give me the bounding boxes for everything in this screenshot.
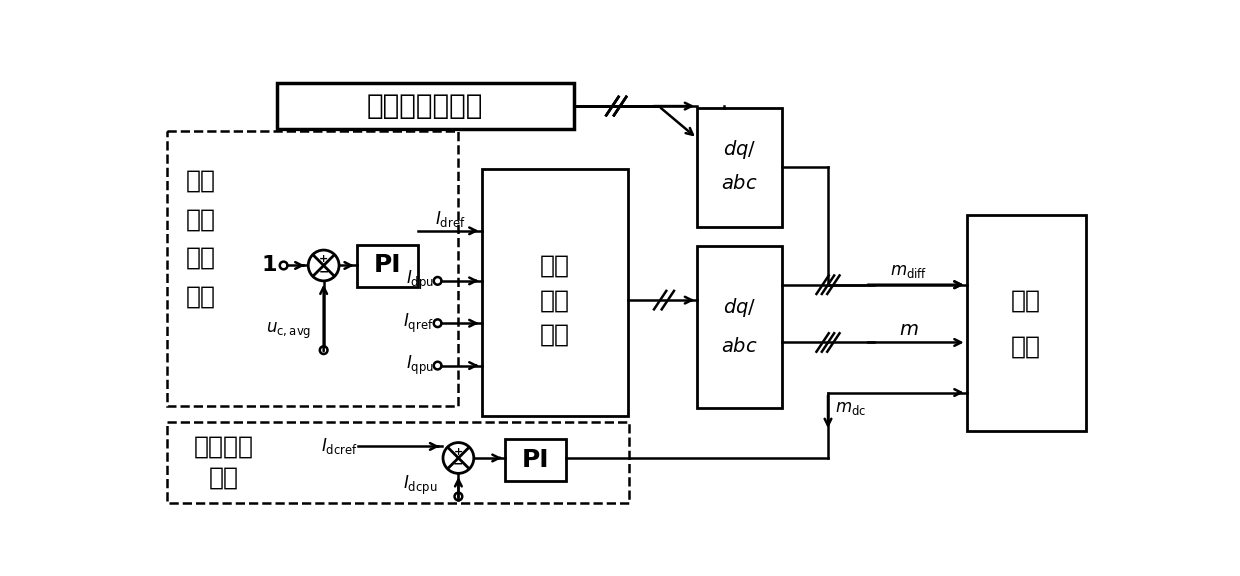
Bar [697,108,781,227]
Text: $m_{\rm dc}$: $m_{\rm dc}$ [836,399,867,417]
Bar [357,245,418,287]
Text: +: + [454,446,463,457]
Bar [967,215,1086,431]
Text: 控制: 控制 [186,285,216,308]
Text: PI: PI [373,253,402,278]
Text: $I_{\rm qref}$: $I_{\rm qref}$ [403,312,434,335]
Text: $dq/$: $dq/$ [723,296,756,319]
Text: 触发: 触发 [1011,334,1040,358]
Text: +: + [319,254,329,264]
Text: 电流: 电流 [539,288,569,312]
Text: $m_{\rm diff}$: $m_{\rm diff}$ [890,262,928,280]
Bar [505,439,567,481]
Text: 内环: 内环 [539,253,569,278]
Text: $dq/$: $dq/$ [723,138,756,161]
Bar [481,169,627,416]
Bar [167,131,459,407]
Text: 均衡: 均衡 [186,246,216,270]
Text: −: − [453,458,464,471]
Text: 控制: 控制 [539,323,569,347]
Text: 调制: 调制 [1011,288,1040,312]
Text: $abc$: $abc$ [720,337,758,356]
Text: $I_{\rm dpu}$: $I_{\rm dpu}$ [405,269,434,293]
Text: 直流电流: 直流电流 [193,434,253,458]
Text: 能量: 能量 [186,207,216,232]
Text: 1: 1 [262,256,278,275]
Text: $I_{\rm dcpu}$: $I_{\rm dcpu}$ [403,473,438,497]
Text: $abc$: $abc$ [720,175,758,194]
Bar [167,422,630,503]
Bar [278,83,574,129]
Text: $I_{\rm dcref}$: $I_{\rm dcref}$ [321,437,357,456]
Text: $m$: $m$ [899,320,919,339]
Text: −: − [319,266,329,278]
Text: 桥臂: 桥臂 [186,169,216,193]
Text: $I_{\rm qpu}$: $I_{\rm qpu}$ [405,354,434,377]
Text: PI: PI [522,448,549,472]
Text: 二倍频环流抑制: 二倍频环流抑制 [367,92,484,120]
Text: 控制: 控制 [208,465,238,489]
Bar [697,246,781,408]
Text: $I_{\rm dref}$: $I_{\rm dref}$ [435,209,466,229]
Text: $u_{\rm c,avg}$: $u_{\rm c,avg}$ [267,321,311,341]
